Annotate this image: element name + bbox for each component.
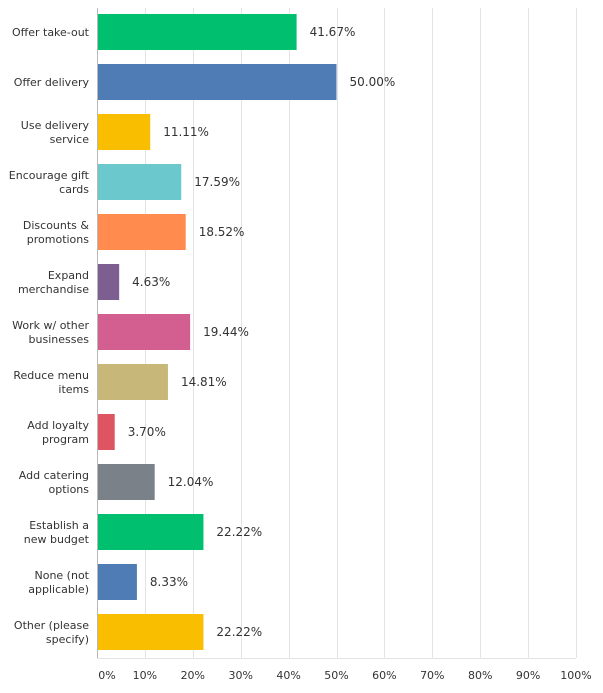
category-label: Encourage gift cards xyxy=(9,169,90,196)
x-tick-label: 10% xyxy=(133,669,157,682)
x-tick-label: 60% xyxy=(372,669,396,682)
bar xyxy=(98,514,204,550)
value-label: 12.04% xyxy=(168,475,214,489)
x-tick-label: 80% xyxy=(468,669,492,682)
x-tick-label: 20% xyxy=(181,669,205,682)
bar xyxy=(98,214,186,250)
category-label: Work w/ other businesses xyxy=(12,319,89,346)
category-label: Reduce menu items xyxy=(13,369,89,396)
x-tick-label: 90% xyxy=(516,669,540,682)
category-label: Add catering options xyxy=(19,469,89,496)
bar xyxy=(98,64,337,100)
x-tick-label: 50% xyxy=(324,669,348,682)
category-label: Add loyalty program xyxy=(27,419,89,446)
x-tick-label: 40% xyxy=(276,669,300,682)
value-label: 18.52% xyxy=(199,225,245,239)
category-labels: Offer take-out Offer delivery Use delivery… xyxy=(9,26,90,646)
value-label: 3.70% xyxy=(128,425,166,439)
value-label: 22.22% xyxy=(216,625,262,639)
value-label: 8.33% xyxy=(150,575,188,589)
bar xyxy=(98,114,151,150)
category-label: Other (please specify) xyxy=(14,619,89,646)
category-label: Use delivery service xyxy=(21,119,90,146)
bar xyxy=(98,14,297,50)
x-tick-label: 70% xyxy=(420,669,444,682)
value-labels: 41.67% 50.00% 11.11% 17.59% 18.52% 4.63% 19.44… xyxy=(128,25,396,639)
bars xyxy=(98,14,337,650)
value-label: 50.00% xyxy=(350,75,396,89)
value-label: 17.59% xyxy=(194,175,240,189)
value-label: 19.44% xyxy=(203,325,249,339)
bar xyxy=(98,464,155,500)
bar xyxy=(98,564,137,600)
value-label: 14.81% xyxy=(181,375,227,389)
bar xyxy=(98,614,204,650)
value-label: 4.63% xyxy=(132,275,170,289)
value-label: 41.67% xyxy=(310,25,356,39)
bar xyxy=(98,164,182,200)
category-label: Establish a new budget xyxy=(24,519,90,546)
bar xyxy=(98,264,120,300)
category-label: Expand merchandise xyxy=(18,269,89,296)
category-label: Discounts & promotions xyxy=(23,219,90,246)
value-label: 22.22% xyxy=(216,525,262,539)
bar xyxy=(98,414,115,450)
x-tick-label: 0% xyxy=(98,669,115,682)
category-label: Offer take-out xyxy=(12,26,90,39)
category-label: Offer delivery xyxy=(14,76,90,89)
x-tick-label: 100% xyxy=(560,669,591,682)
x-axis-ticks: 0% 10% 20% 30% 40% 50% 60% 70% 80% 90% 100% xyxy=(98,669,591,682)
bar xyxy=(98,364,168,400)
value-label: 11.11% xyxy=(163,125,209,139)
category-label: None (not applicable) xyxy=(28,569,89,596)
bar xyxy=(98,314,191,350)
x-tick-label: 30% xyxy=(228,669,252,682)
